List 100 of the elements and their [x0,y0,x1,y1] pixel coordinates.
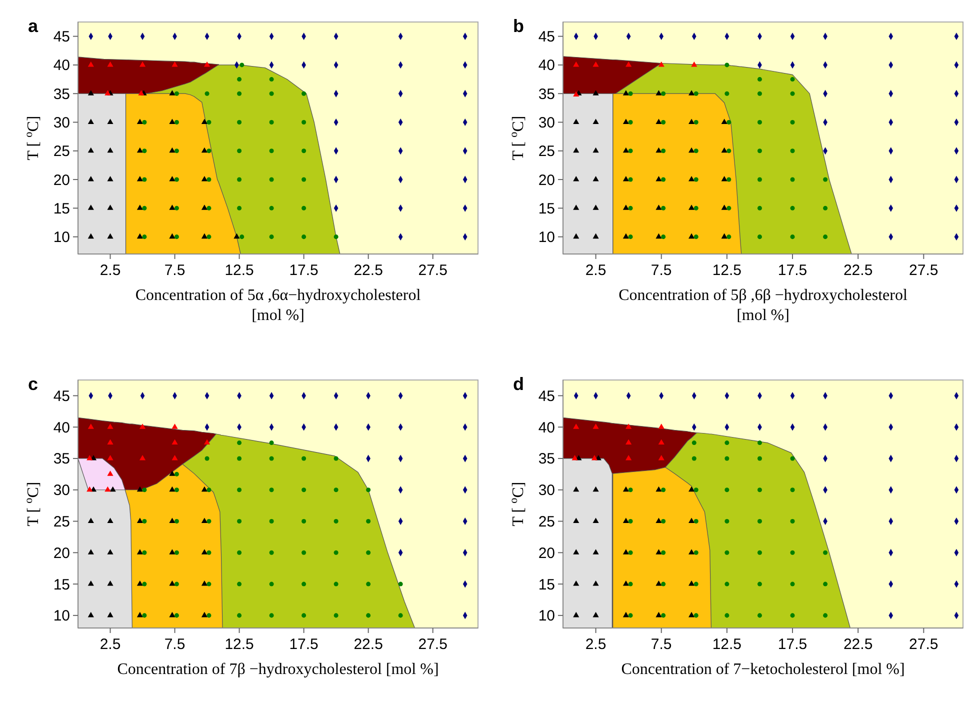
x-tick-label: 27.5 [909,636,938,653]
point [142,177,147,182]
point [269,613,274,618]
point [573,580,580,586]
point [136,549,143,554]
point [88,204,94,210]
point [269,120,274,124]
x-tick-label: 22.5 [354,262,383,279]
point [237,613,242,618]
y-tick-label: 30 [53,114,70,132]
point [724,440,730,446]
point [573,204,580,210]
point [206,550,212,555]
point [724,62,730,68]
point [237,582,242,586]
point [142,206,147,210]
y-tick-label: 20 [538,172,555,189]
point [366,519,371,524]
point [592,424,599,429]
point [269,582,274,586]
point [592,204,599,210]
point [757,519,762,524]
point [88,176,94,182]
point [592,233,599,239]
point [172,454,178,460]
point [790,177,795,182]
point [626,439,632,445]
point [206,488,212,492]
point [142,148,147,154]
point [206,148,212,154]
point [572,454,578,460]
point [692,456,696,461]
x-tick-label: 17.5 [289,262,318,279]
point [726,177,732,182]
y-tick-label: 15 [53,200,70,218]
point [237,77,242,82]
point [366,582,371,586]
point [302,456,306,461]
x-tick-label: 27.5 [909,262,938,279]
point [656,176,662,182]
point [169,90,176,96]
point [237,91,242,96]
point [237,488,242,492]
y-tick-label: 45 [538,28,555,46]
x-tick-label: 12.5 [712,636,742,653]
point [790,456,795,461]
point [201,580,208,586]
point [726,206,732,210]
point [591,454,598,460]
point [694,488,698,492]
point [201,147,208,153]
point [823,206,828,210]
point [142,519,147,524]
point [302,206,306,210]
point [724,519,730,524]
point [206,120,212,124]
y-tick-label: 25 [538,514,555,531]
point [628,613,633,618]
point [694,206,698,210]
point [592,61,599,67]
point [622,176,629,182]
point [573,91,580,97]
y-tick-label: 35 [53,450,70,468]
point [107,580,114,586]
point [366,613,371,618]
y-tick-label: 15 [538,576,555,594]
point [573,176,580,182]
point [757,77,762,82]
point [724,613,730,618]
point [172,424,178,429]
point [88,549,94,554]
point [334,234,338,240]
point [688,176,695,182]
point [237,550,242,555]
point [688,518,695,524]
point [757,148,762,154]
point [174,582,179,586]
point [398,613,403,618]
point [302,550,306,555]
point [688,90,695,96]
point [269,550,274,555]
point [88,118,94,124]
y-tick-label: 10 [53,229,70,246]
y-tick-label: 40 [538,419,555,436]
point [656,549,662,554]
point [136,176,143,182]
point [104,486,111,492]
point [204,439,210,445]
point [757,120,762,124]
point [142,582,147,586]
point [661,234,666,240]
y-tick-label: 35 [538,450,555,468]
point [174,120,179,124]
point [622,612,629,618]
point [174,519,179,524]
point [661,120,666,124]
x-tick-label: 12.5 [712,262,742,279]
y-tick-label: 20 [538,544,555,562]
point [142,120,147,124]
point [658,454,664,460]
